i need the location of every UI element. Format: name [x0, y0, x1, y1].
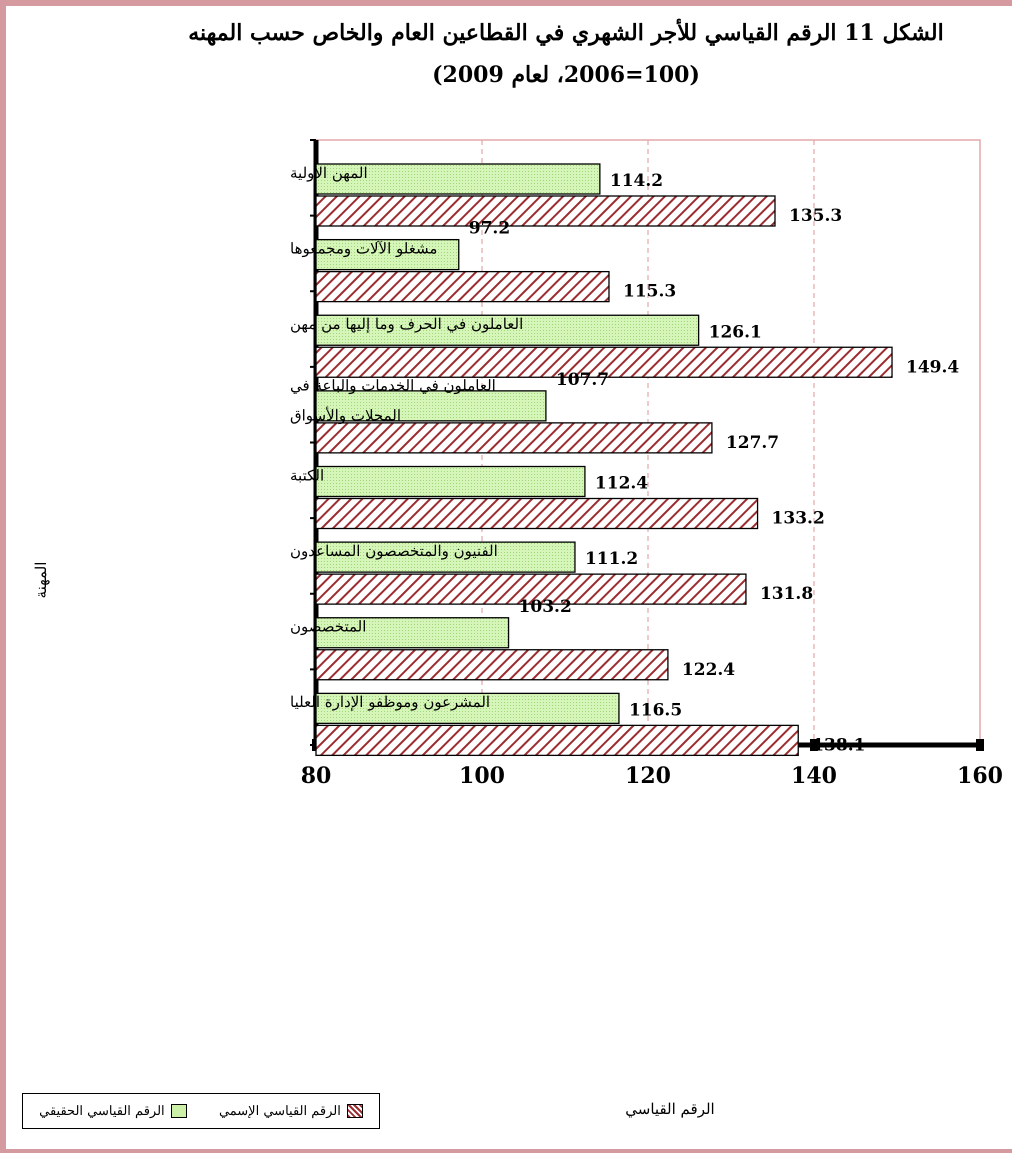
legend-label-real: الرقم القياسي الحقيقي	[39, 1103, 165, 1119]
data-label-real: 103.2	[519, 597, 572, 617]
data-label-nominal: 149.4	[906, 357, 959, 377]
x-tick-label: 120	[625, 763, 671, 789]
data-label-nominal: 138.1	[812, 735, 865, 755]
bar-real	[315, 390, 547, 422]
x-tick	[810, 739, 818, 751]
data-label-real: 111.2	[585, 549, 638, 569]
category-label: المحلات والأسواق	[290, 407, 401, 425]
bar-nominal	[315, 270, 610, 303]
x-tick-label: 160	[957, 763, 1003, 789]
category-label: الفنيون والمتخصصون المساعدون	[290, 542, 498, 560]
bar-nominal	[315, 195, 776, 227]
category-label: مشغلو الآلات ومجمعوها	[290, 239, 437, 257]
data-label-real: 112.4	[595, 474, 648, 494]
data-label-real: 126.1	[709, 322, 762, 342]
bar-nominal	[315, 422, 713, 454]
legend-item-real: الرقم القياسي الحقيقي	[39, 1104, 187, 1119]
x-tick-label: 80	[301, 763, 332, 789]
chart-title: الشكل 11 الرقم القياسي للأجر الشهري في ا…	[188, 20, 944, 46]
data-label-nominal: 133.2	[772, 509, 825, 529]
x-axis-label: الرقم القياسي	[625, 1100, 715, 1118]
bar-nominal	[315, 497, 759, 530]
data-label-nominal: 115.3	[623, 282, 676, 302]
bar-real	[315, 692, 620, 725]
x-tick-label: 140	[791, 763, 837, 789]
bar-real	[315, 541, 576, 573]
x-tick-label: 100	[459, 763, 505, 789]
legend: الرقم القياسي الإسمي الرقم القياسي الحقي…	[22, 1093, 380, 1129]
category-label: العاملون في الخدمات والباعة في	[290, 377, 496, 395]
bar-real	[315, 238, 460, 271]
y-axis-label: المهنة	[32, 561, 50, 599]
legend-item-nominal: الرقم القياسي الإسمي	[219, 1104, 363, 1119]
category-label: المشرعون وموظفو الإدارة العليا	[290, 693, 490, 711]
bar-real	[315, 163, 601, 195]
category-label: المتخصصون	[290, 618, 366, 636]
legend-swatch-nominal	[346, 1104, 363, 1118]
legend-label-nominal: الرقم القياسي الإسمي	[218, 1103, 341, 1119]
bar-real	[315, 465, 586, 498]
data-label-real: 107.7	[556, 370, 609, 390]
data-label-nominal: 131.8	[760, 584, 813, 604]
x-tick	[976, 739, 984, 751]
data-label-nominal: 122.4	[682, 660, 735, 680]
legend-swatch-real	[170, 1104, 187, 1118]
bar-nominal	[315, 649, 669, 681]
category-label: الكتبة	[290, 466, 324, 484]
category-label: العاملون في الحرف وما إليها من مهن	[290, 315, 523, 333]
category-label: المهن الأولية	[290, 164, 368, 182]
bar-nominal	[315, 346, 893, 378]
bar-real	[315, 617, 510, 649]
chart-subtitle: (100=2006، لعام 2009)	[432, 62, 700, 88]
data-label-real: 116.5	[629, 700, 682, 720]
bar-real	[315, 314, 700, 346]
data-label-real: 114.2	[610, 171, 663, 191]
bar-nominal	[315, 573, 747, 605]
bar-nominal	[315, 724, 799, 757]
data-label-nominal: 135.3	[789, 206, 842, 226]
data-label-nominal: 127.7	[726, 433, 779, 453]
data-label-real: 97.2	[469, 219, 510, 239]
